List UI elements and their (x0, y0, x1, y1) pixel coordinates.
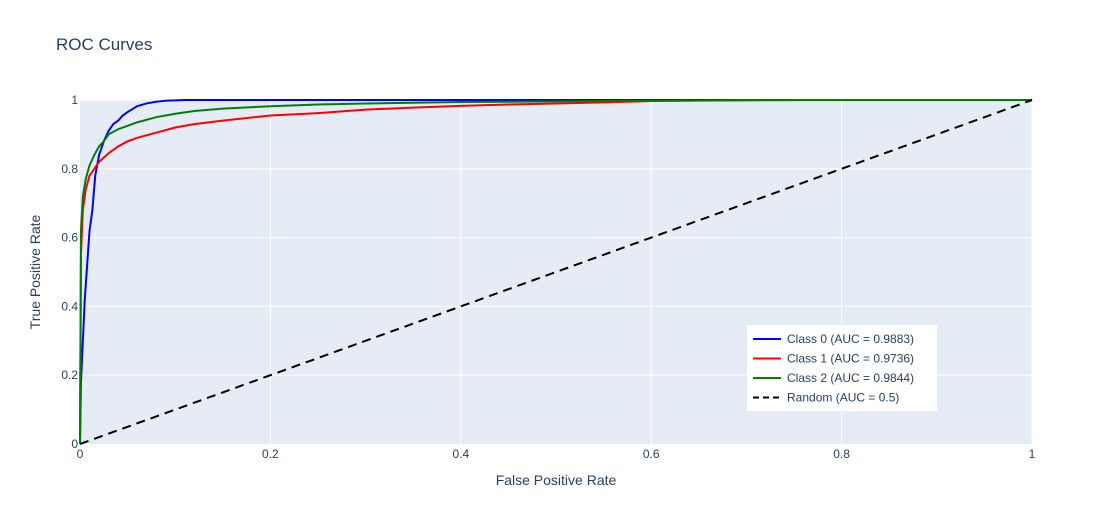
legend-item[interactable]: Class 1 (AUC = 0.9736) (753, 352, 914, 366)
y-axis-ticks: 0 0.2 0.4 0.6 0.8 1 (61, 93, 78, 451)
legend-item[interactable]: Class 2 (AUC = 0.9844) (753, 371, 914, 385)
series-lines (79, 99, 1033, 445)
legend-label: Class 0 (AUC = 0.9883) (787, 332, 914, 346)
series-line-3 (79, 99, 1033, 445)
legend[interactable]: Class 0 (AUC = 0.9883) Class 1 (AUC = 0.9… (747, 325, 937, 411)
legend-label: Class 1 (AUC = 0.9736) (787, 352, 914, 366)
series-line-0 (79, 99, 1032, 445)
y-tick-label: 1 (71, 93, 78, 107)
x-tick-label: 0.2 (262, 447, 279, 461)
y-axis-title: True Positive Rate (27, 214, 43, 329)
series-line-2 (79, 99, 1032, 445)
legend-label: Random (AUC = 0.5) (787, 391, 899, 405)
x-tick-label: 1 (1029, 447, 1036, 461)
legend-label: Class 2 (AUC = 0.9844) (787, 371, 914, 385)
chart-title: ROC Curves (56, 35, 152, 54)
legend-item[interactable]: Random (AUC = 0.5) (753, 391, 899, 405)
y-tick-label: 0.4 (61, 299, 78, 313)
x-tick-label: 0 (77, 447, 84, 461)
y-tick-label: 0.8 (61, 162, 78, 176)
y-tick-label: 0.2 (61, 368, 78, 382)
y-tick-label: 0 (71, 437, 78, 451)
x-tick-label: 0.8 (833, 447, 850, 461)
x-tick-label: 0.6 (643, 447, 660, 461)
x-axis-ticks: 0 0.2 0.4 0.6 0.8 1 (77, 447, 1036, 461)
y-tick-label: 0.6 (61, 231, 78, 245)
x-tick-label: 0.4 (452, 447, 469, 461)
legend-item[interactable]: Class 0 (AUC = 0.9883) (753, 332, 914, 346)
x-axis-title: False Positive Rate (496, 472, 617, 488)
